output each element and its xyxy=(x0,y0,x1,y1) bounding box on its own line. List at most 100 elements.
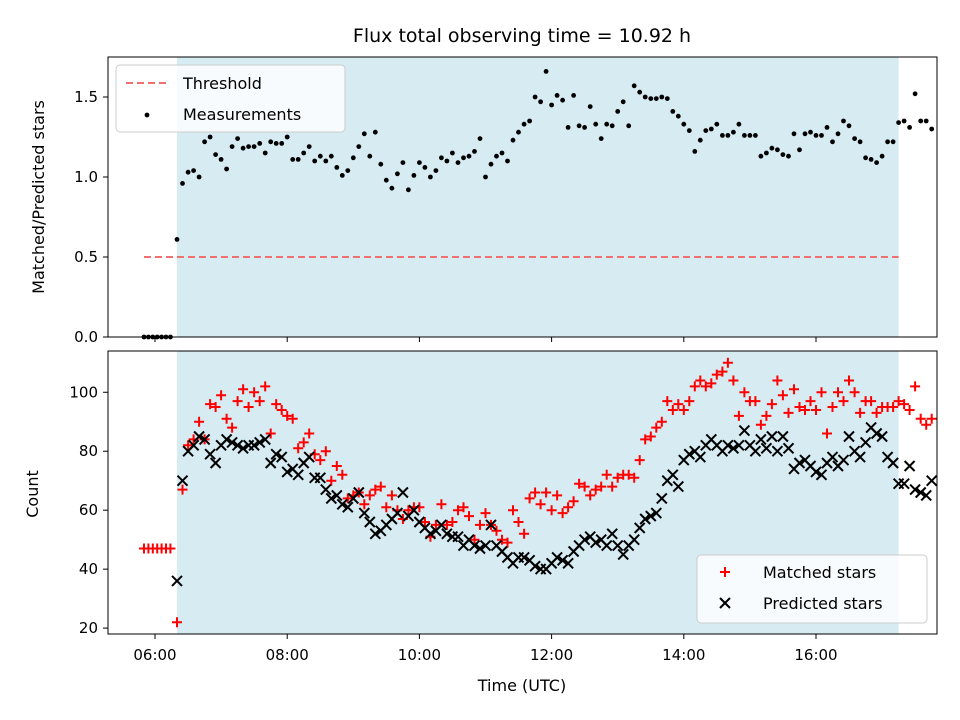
matched-star-point xyxy=(623,469,634,480)
bottom-y-axis: 20 40 60 80 100 xyxy=(69,383,108,637)
legend-matched-label: Matched stars xyxy=(763,563,876,582)
matched-star-point xyxy=(530,487,541,498)
matched-star-point xyxy=(607,481,618,492)
measurement-point xyxy=(279,141,285,146)
measurement-point xyxy=(466,153,472,159)
measurement-point xyxy=(686,128,692,134)
matched-star-point xyxy=(557,508,568,519)
predicted-star-point xyxy=(253,436,266,449)
measurement-point xyxy=(780,152,786,158)
measurement-point xyxy=(185,169,191,175)
bottom-legend-box xyxy=(696,554,928,624)
predicted-star-point xyxy=(336,498,349,511)
predicted-star-point xyxy=(187,439,200,452)
matched-star-point xyxy=(645,431,656,442)
measurement-point xyxy=(648,96,654,101)
matched-star-point xyxy=(755,419,766,430)
predicted-star-point xyxy=(611,539,624,552)
matched-star-point xyxy=(766,399,777,410)
predicted-star-point xyxy=(226,436,238,449)
matched-star-point xyxy=(816,387,827,398)
predicted-star-point xyxy=(859,436,872,449)
predicted-star-point xyxy=(826,451,839,463)
bottom-y-tick-label: 20 xyxy=(79,619,98,637)
matched-star-point xyxy=(464,511,474,522)
predicted-star-point xyxy=(694,451,707,463)
matched-star-point xyxy=(375,481,386,492)
measurement-point xyxy=(472,149,477,154)
matched-star-point xyxy=(866,396,877,407)
predicted-star-point xyxy=(237,442,249,455)
measurement-point xyxy=(356,144,362,150)
measurement-point xyxy=(273,141,279,146)
top-y-axis: 0.0 0.5 1.0 1.5 xyxy=(74,88,108,346)
measurement-point xyxy=(863,155,868,161)
measurement-point xyxy=(626,123,632,129)
matched-star-point xyxy=(546,505,557,516)
x-axis-label: Time (UTC) xyxy=(477,676,566,695)
predicted-star-point xyxy=(474,542,486,555)
matched-star-point xyxy=(921,419,932,430)
matched-star-point xyxy=(287,413,298,424)
measurement-point xyxy=(808,129,813,135)
measurement-point xyxy=(670,109,676,114)
matched-star-point xyxy=(634,455,645,466)
measurement-point xyxy=(593,121,599,127)
predicted-star-point xyxy=(353,486,365,499)
measurement-point xyxy=(549,102,554,108)
matched-star-point xyxy=(662,396,673,407)
measurement-point xyxy=(576,123,582,129)
measurement-point xyxy=(813,133,819,138)
measurement-point xyxy=(406,187,411,193)
measurement-point xyxy=(328,153,334,159)
measurement-point xyxy=(692,149,698,154)
measurement-point xyxy=(637,89,643,95)
measurement-point xyxy=(907,125,912,130)
matched-star-point xyxy=(282,410,293,421)
matched-star-point xyxy=(805,396,816,407)
predicted-star-point xyxy=(633,522,646,534)
matched-star-point xyxy=(232,396,243,407)
measurement-point xyxy=(461,155,466,161)
measurement-point xyxy=(350,155,356,161)
matched-star-point xyxy=(656,416,667,427)
legend-predicted-label: Predicted stars xyxy=(763,594,883,613)
measurement-point xyxy=(929,126,935,132)
measurement-point xyxy=(224,166,230,172)
matched-star-point xyxy=(915,413,926,424)
predicted-stars-layer xyxy=(171,421,938,587)
measurement-point xyxy=(488,161,494,167)
measurement-point xyxy=(295,157,301,162)
measurement-point xyxy=(775,147,780,153)
measurement-point xyxy=(554,93,560,98)
matched-star-point xyxy=(552,490,563,501)
predicted-star-point xyxy=(176,474,189,487)
matched-star-point xyxy=(822,428,832,439)
measurement-point xyxy=(708,126,714,132)
measurement-point xyxy=(560,97,565,103)
matched-star-point xyxy=(811,405,821,415)
matched-star-point xyxy=(447,517,458,527)
matched-star-point xyxy=(386,490,397,501)
matched-star-point xyxy=(243,402,254,412)
predicted-star-point xyxy=(722,439,734,452)
matched-star-point xyxy=(221,413,232,424)
measurement-point xyxy=(736,121,742,127)
predicted-star-point xyxy=(408,504,420,516)
measurement-point xyxy=(543,69,549,74)
measurement-point xyxy=(664,96,670,101)
matched-star-point xyxy=(298,437,309,448)
measurement-point xyxy=(769,145,775,151)
matched-star-point xyxy=(271,399,282,410)
predicted-star-point xyxy=(193,430,205,443)
legend-measurements-swatch xyxy=(144,112,150,118)
predicted-star-point xyxy=(292,469,304,481)
measurement-point xyxy=(383,177,389,183)
predicted-star-point xyxy=(198,433,211,446)
predicted-star-point xyxy=(479,539,492,552)
predicted-star-point xyxy=(876,430,888,443)
matched-star-point xyxy=(453,505,463,516)
predicted-star-point xyxy=(171,575,183,587)
predicted-star-point xyxy=(628,533,640,546)
x-tick-label: 14:00 xyxy=(662,646,705,664)
